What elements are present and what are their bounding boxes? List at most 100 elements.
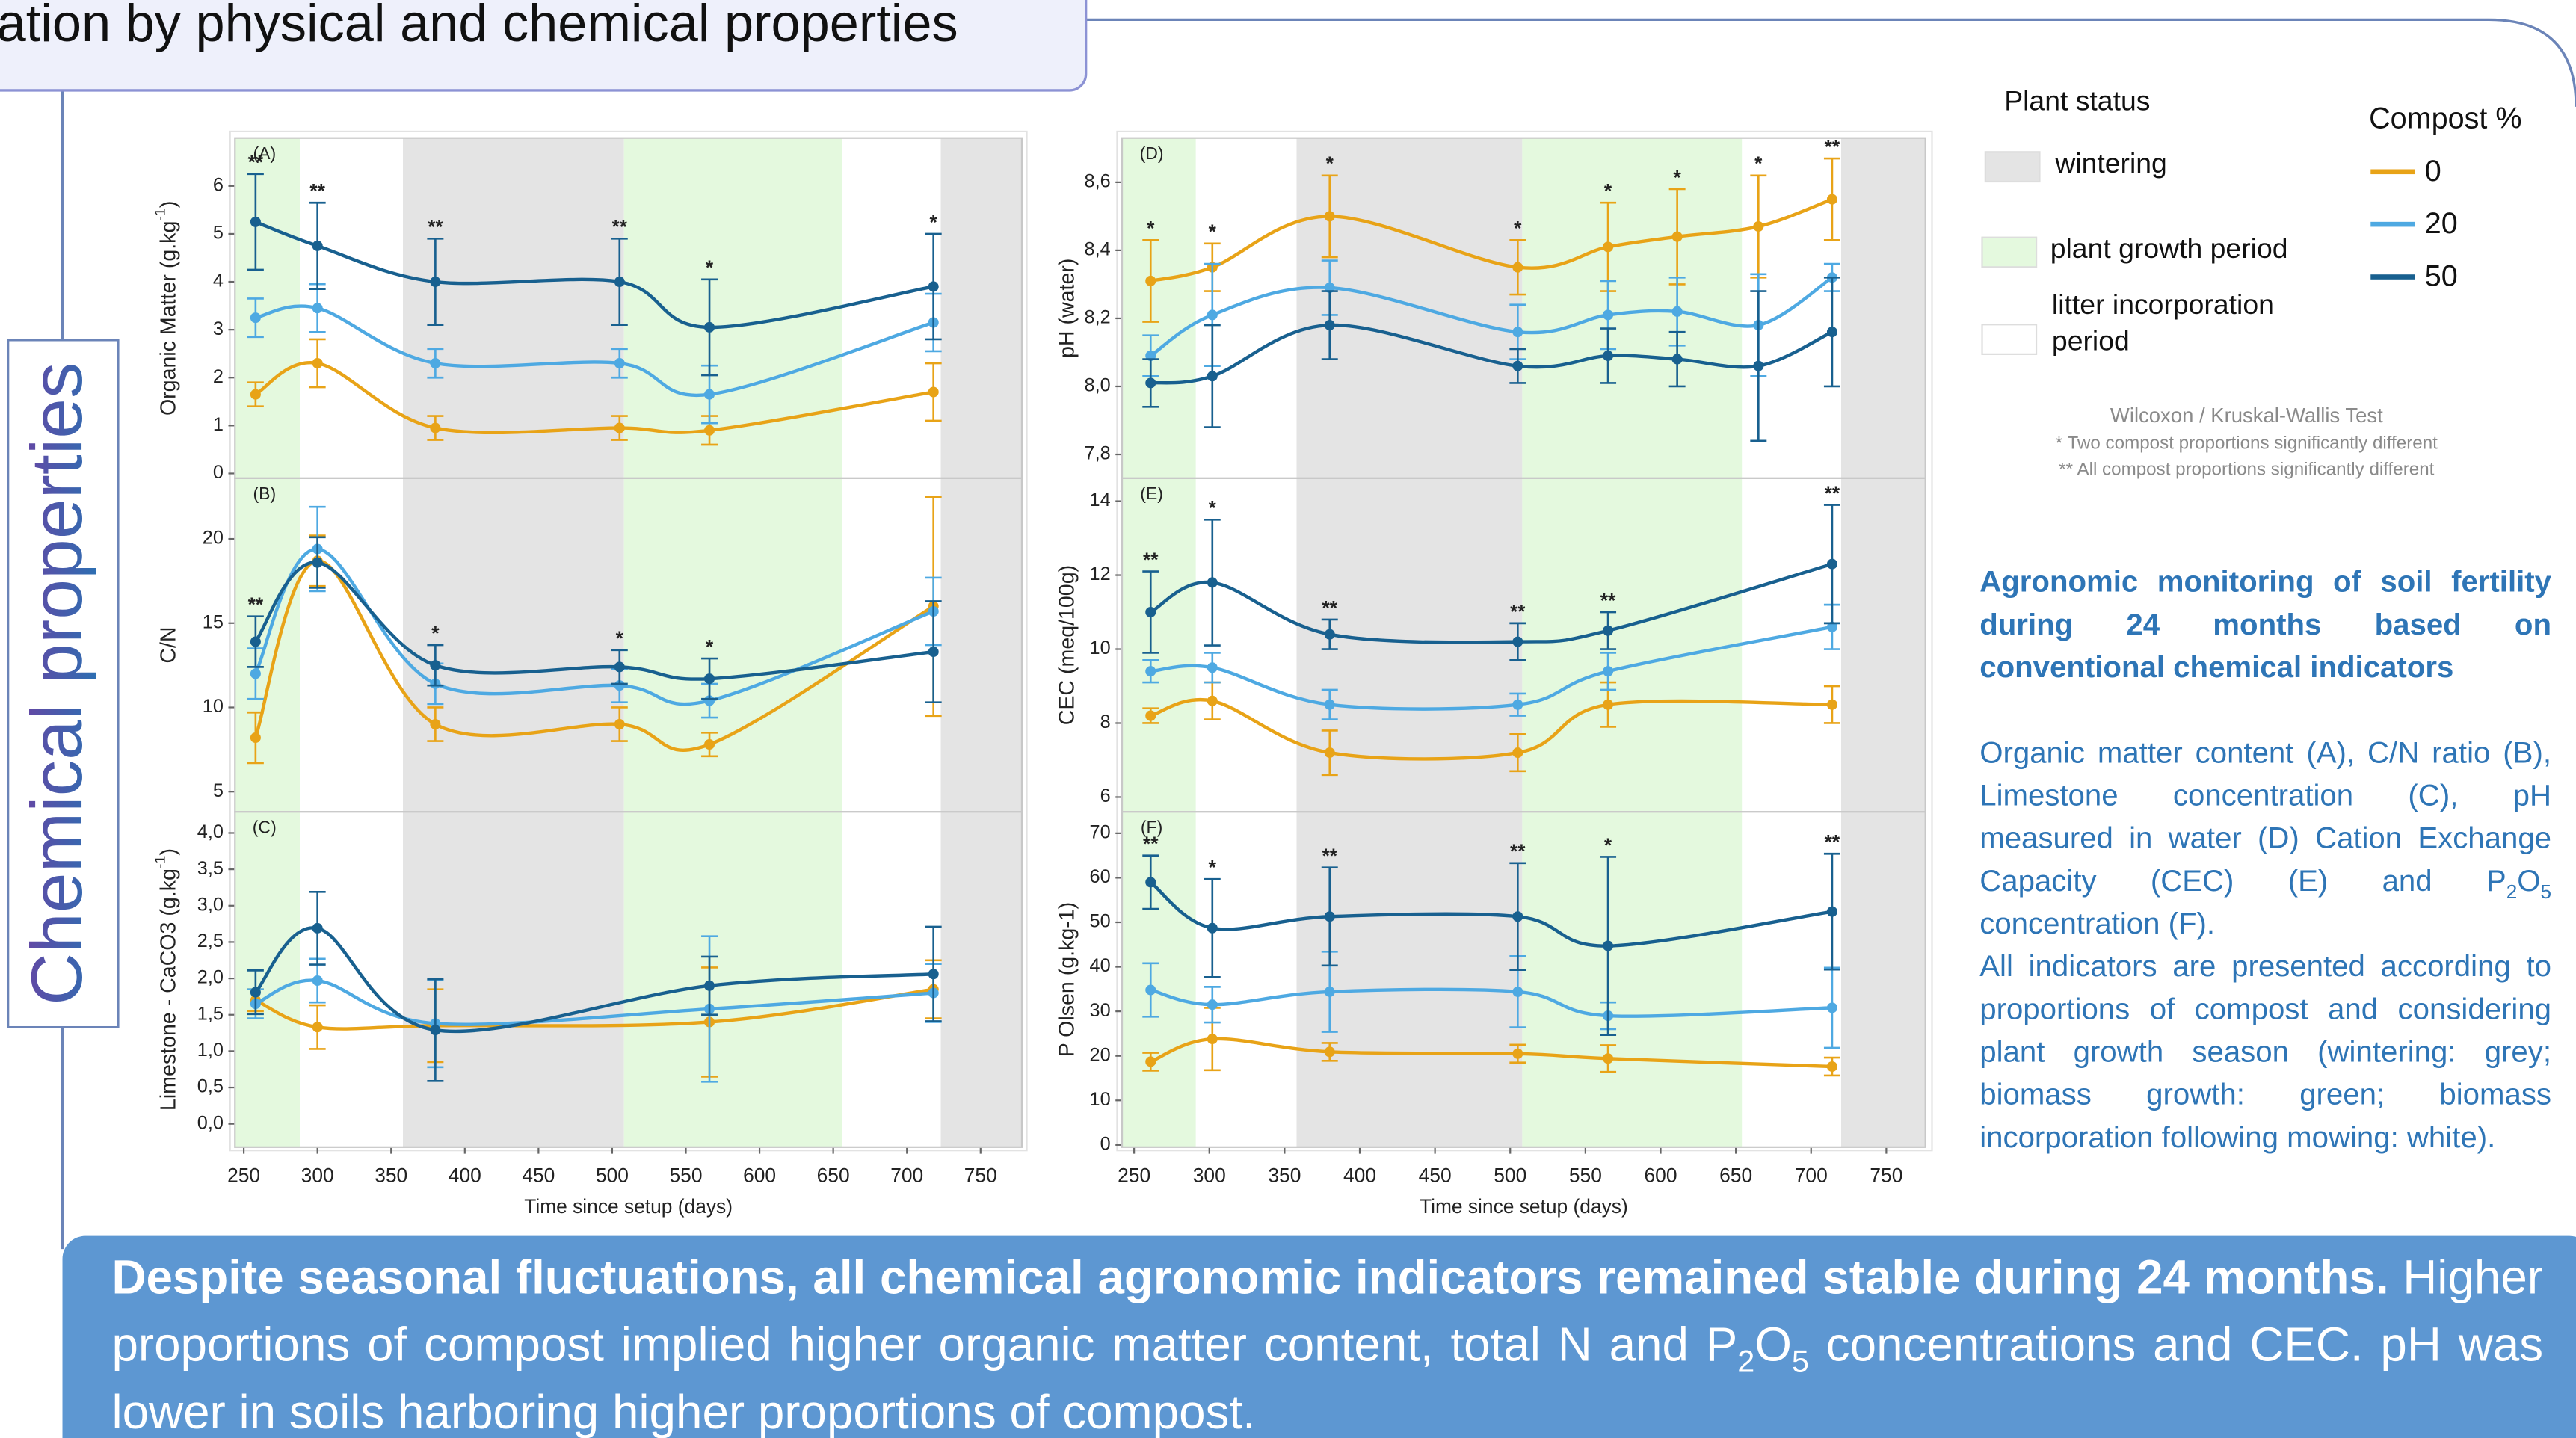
data-point [1512,636,1523,647]
data-point [1207,922,1218,934]
superscript: -1 [152,208,169,221]
data-point [1671,354,1683,365]
data-point [1145,877,1156,888]
data-point [1324,211,1335,222]
y-tick-label: 8,6 [1085,171,1111,192]
data-point [250,668,261,679]
side-title-box [7,339,120,1028]
data-point [928,281,939,292]
x-tick-label: 400 [1343,1164,1376,1186]
y-tick-label: 40 [1090,955,1111,976]
x-tick-label: 450 [522,1164,555,1186]
data-point [1324,747,1335,759]
y-tick-label: 10 [1090,638,1111,658]
data-point [1207,1034,1218,1045]
data-point [430,718,441,730]
significance: ** [1600,589,1616,611]
text-run: O [2517,863,2541,898]
text-run: concentration (F). [1979,905,2216,940]
significance: * [930,211,938,233]
data-point [614,357,625,369]
data-point [312,975,323,987]
data-point [1512,747,1523,759]
significance: * [706,256,714,279]
data-point [614,718,625,730]
x-tick-label: 700 [1795,1164,1828,1186]
subscript: 5 [2540,880,2552,904]
subscript: 2 [1737,1344,1755,1379]
data-point [430,422,441,433]
legend-label: wintering [2055,147,2167,179]
series-line [253,547,934,706]
superscript: -1 [152,856,169,869]
conclusion-bold: Despite seasonal fluctuations, all chemi… [111,1252,2389,1305]
y-tick-label: 70 [1090,822,1111,843]
y-tick-label: 1,0 [197,1040,224,1061]
data-point [1207,309,1218,321]
test-note: Wilcoxon / Kruskal-Wallis Test * Two com… [1955,401,2538,484]
y-axis-label: Organic Matter (g.kg-1) [152,201,180,416]
panel-frame [1116,130,1933,1152]
x-tick-label: 750 [964,1164,997,1186]
description-heading: Agronomic monitoring of soil fertility d… [1979,564,2552,684]
description-paragraph: All indicators are presented according t… [1979,945,2551,1158]
y-tick-label: 3,5 [197,858,224,879]
note-line: * Two compost proportions significantly … [2055,433,2438,454]
y-axis-label: CEC (meq/100g) [1055,565,1079,725]
significance: * [431,622,440,644]
y-tick-label: 2 [213,366,224,387]
data-point [312,1022,323,1033]
data-point [430,660,441,671]
y-tick-label: 5 [213,780,224,801]
data-point [614,422,625,433]
significance: * [1674,166,1682,188]
significance: ** [1322,845,1337,867]
label-run: Organic Matter (g.kg [156,221,180,416]
legend-line [2370,169,2415,175]
y-tick-label: 10 [203,696,224,717]
period-band [1122,138,1196,478]
significance: ** [1510,840,1526,863]
legend-swatch [1981,324,2038,355]
y-tick-label: 2,5 [197,931,224,951]
x-tick-label: 550 [1569,1164,1602,1186]
period-band [623,138,842,478]
note-title: Wilcoxon / Kruskal-Wallis Test [2110,404,2383,428]
y-tick-label: 1,5 [197,1003,224,1024]
data-point [1145,377,1156,389]
significance: ** [1825,482,1840,504]
series-line [254,926,934,1034]
x-tick-label: 650 [1719,1164,1752,1186]
data-point [430,357,441,369]
subscript: 5 [1791,1344,1809,1379]
data-point [704,321,715,333]
label-run: Limestone - CaCO3 (g.kg [156,868,180,1111]
data-point [1671,231,1683,242]
data-point [1145,606,1156,618]
x-tick-label: 650 [817,1164,850,1186]
plot-border [1121,811,1926,1148]
chart: 0,0 0,5 1,0 1,5 2,0 2,5 3,0 3,5 4,0 250 300 350 400 4… [152,811,1023,1218]
significance: ** [1825,831,1840,854]
y-tick-label: 3 [213,318,224,339]
data-point [312,922,323,934]
y-tick-label: 12 [1090,564,1111,584]
data-point [928,647,939,658]
period-band [1841,138,1926,478]
text-run: Higher proportions of compost implied hi… [111,1252,2544,1373]
header-title: ation by physical and chemical propertie… [0,0,958,53]
legend-line [2370,221,2415,227]
y-tick-label: 4 [213,271,224,291]
y-tick-label: 3,0 [197,894,224,915]
x-tick-label: 250 [227,1164,260,1186]
data-point [1207,577,1218,588]
y-axis-label: Limestone - CaCO3 (g.kg-1) [152,848,180,1111]
period-band [1522,138,1743,478]
legend-title: Plant status [2004,85,2151,117]
label-run: ) [156,848,180,856]
data-point [312,303,323,314]
